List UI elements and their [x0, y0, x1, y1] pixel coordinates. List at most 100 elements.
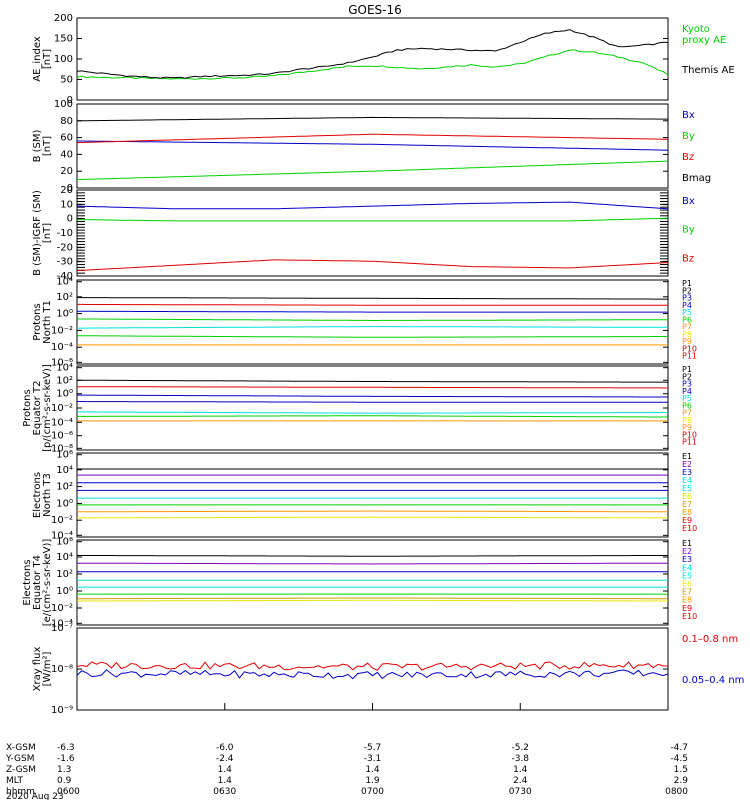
ytick-label-en: 10⁶ — [56, 450, 73, 461]
legend-entry-pn: P5 — [682, 308, 692, 317]
xtick-label: 1.5 — [674, 765, 688, 775]
ytick-label-ee: 10⁶ — [56, 537, 73, 548]
series-line-bsm-Bmag — [76, 116, 668, 122]
legend-entry-ae: Themis AE — [681, 65, 735, 76]
legend-entry-pn: P8 — [682, 330, 692, 339]
xtick-label: 0630 — [213, 787, 236, 797]
ytick-label-en: 10⁰ — [56, 498, 73, 509]
ytick-label-pn: 10² — [56, 292, 73, 303]
legend-entry-ee: E8 — [682, 596, 692, 605]
ylabel-line-en: North T3 — [42, 473, 53, 517]
series-line-pe-P1 — [77, 379, 669, 383]
ylabel-line-bigrf: [nT] — [42, 223, 53, 243]
ytick-label-pn: 10⁻⁶ — [51, 357, 73, 368]
legend-entry-pe: P1 — [682, 365, 692, 374]
series-line-bigrf-Bz — [76, 259, 669, 272]
ylabel-line-ee: Equator T4 — [32, 555, 43, 610]
series-line-en-E8 — [77, 516, 668, 519]
xtick-label: -6.3 — [57, 743, 75, 753]
legend-entry-pe: P6 — [682, 401, 692, 410]
panel-frame-ae — [76, 17, 669, 101]
legend-entry-bigrf: Bz — [682, 253, 694, 264]
ytick-label-ee: 10⁰ — [56, 586, 73, 597]
ylabel-line-xray: Xray flux — [32, 647, 43, 692]
legend-entry-pe: P7 — [682, 409, 692, 418]
ytick-label-ee: 10² — [56, 569, 73, 580]
xtick-label: 2.4 — [513, 776, 528, 786]
legend-entry-ee: E9 — [682, 604, 692, 613]
xtick-label: -5.2 — [511, 743, 529, 753]
legend-entry-pn: P7 — [682, 323, 692, 332]
xtick-label: 1.4 — [365, 765, 380, 775]
legend-entry-ee: E7 — [682, 588, 692, 597]
xtick-label: 2.9 — [674, 776, 689, 786]
legend-entry-en: E2 — [682, 460, 692, 469]
series-line-pn-P6 — [76, 335, 668, 338]
ytick-label-ee: 10⁻² — [51, 603, 73, 614]
xtick-label: 1.9 — [365, 776, 380, 786]
ytick-label-bigrf: -10 — [57, 228, 73, 239]
legend-entry-en: E9 — [682, 516, 692, 525]
xtick-label: 1.4 — [218, 776, 233, 786]
ylabel-line-pe: Equator T2 — [32, 381, 43, 436]
xtick-label: 1.3 — [57, 765, 71, 775]
xtick-label: -1.6 — [57, 754, 75, 764]
ylabel-line-bsm: [nT] — [42, 136, 53, 156]
legend-entry-pn: P10 — [682, 344, 697, 353]
ytick-label-ae: 200 — [54, 13, 73, 24]
ytick-label-bigrf: -20 — [57, 243, 73, 254]
xtick-label: 1.4 — [218, 765, 233, 775]
ytick-label-bsm: 40 — [60, 149, 73, 160]
ytick-label-ae: 100 — [54, 54, 73, 65]
ylabel-line-bsm: B (SM) — [32, 129, 43, 162]
ytick-label-xray: 10⁻⁷ — [51, 623, 73, 634]
date-label: 2020 Aug 23 — [6, 792, 64, 800]
ytick-label-en: 10⁻² — [51, 515, 73, 526]
legend-entry-en: E4 — [682, 476, 692, 485]
xtick-label: -3.1 — [364, 754, 382, 764]
ytick-label-en: 10⁻⁴ — [51, 530, 73, 541]
legend-entry-pe: P11 — [682, 438, 697, 447]
series-line-pn-P2 — [77, 303, 668, 306]
legend-entry-bigrf: Bx — [682, 196, 695, 207]
series-line-bsm-By — [76, 160, 669, 181]
legend-entry-en: E3 — [682, 468, 692, 477]
ytick-label-ae: 50 — [60, 75, 73, 86]
legend-entry-ae: Kyoto — [682, 24, 710, 35]
legend-entry-pe: P10 — [682, 430, 697, 439]
legend-entry-pe: P2 — [682, 372, 692, 381]
ytick-label-en: 10⁴ — [56, 465, 73, 476]
legend-entry-bsm: Bmag — [682, 173, 711, 184]
ytick-label-bigrf: -30 — [57, 256, 73, 267]
ytick-label-pe: 10² — [56, 375, 73, 386]
ytick-label-bsm: 60 — [60, 133, 73, 144]
xtick-label: 1.4 — [513, 765, 528, 775]
legend-entry-en: E10 — [682, 524, 697, 533]
ylabel-line-pe: [p/(cm²-s-sr-keV)] — [42, 364, 53, 452]
ytick-label-pn: 10⁻⁴ — [51, 342, 73, 353]
panel-frame-pn — [76, 279, 669, 365]
legend-entry-pn: P6 — [682, 315, 692, 324]
ytick-label-pe: 10⁴ — [56, 363, 73, 374]
ytick-label-bsm: 0 — [67, 183, 73, 194]
ytick-label-bsm: 100 — [54, 99, 73, 110]
legend-entry-pe: P4 — [682, 387, 692, 396]
legend-entry-ee: E4 — [682, 563, 692, 572]
series-line-ae-KyotoproxyAE — [76, 49, 669, 80]
ytick-label-ae: 150 — [54, 34, 73, 45]
ytick-label-bigrf: 10 — [60, 200, 73, 211]
xtick-label: -4.5 — [670, 754, 688, 764]
series-line-pe-P3 — [77, 394, 668, 398]
legend-entry-pn: P3 — [682, 294, 692, 303]
xtick-label: -4.7 — [670, 743, 688, 753]
ylabel-line-pn: Protons — [32, 303, 43, 340]
xtick-label: 0700 — [361, 787, 384, 797]
panel-frame-pe — [76, 365, 669, 451]
xaxis-row-label: Z-GSM — [6, 765, 36, 775]
series-line-pe-P5 — [77, 411, 668, 414]
xtick-label: -6.0 — [216, 743, 234, 753]
xaxis-row-label: X-GSM — [6, 743, 36, 753]
ylabel-line-ae: AE_index — [32, 36, 43, 82]
panel-frame-en — [76, 452, 669, 538]
ytick-label-bigrf: 0 — [67, 213, 73, 224]
